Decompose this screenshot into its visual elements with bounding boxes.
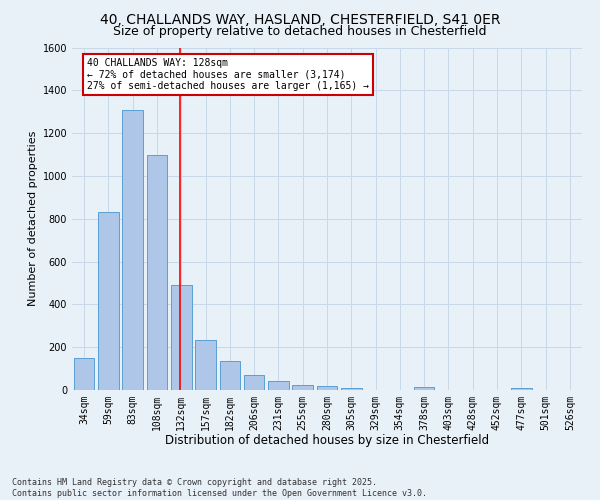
Bar — [146, 154, 167, 390]
Bar — [341, 388, 362, 390]
Bar — [171, 285, 191, 390]
Bar — [414, 387, 434, 390]
Y-axis label: Number of detached properties: Number of detached properties — [28, 131, 38, 306]
Bar — [244, 375, 265, 390]
Bar — [74, 358, 94, 390]
Bar — [220, 361, 240, 390]
Bar — [317, 386, 337, 390]
Text: Contains HM Land Registry data © Crown copyright and database right 2025.
Contai: Contains HM Land Registry data © Crown c… — [12, 478, 427, 498]
Bar — [98, 212, 119, 390]
Text: 40 CHALLANDS WAY: 128sqm
← 72% of detached houses are smaller (3,174)
27% of sem: 40 CHALLANDS WAY: 128sqm ← 72% of detach… — [88, 58, 370, 91]
Bar — [292, 384, 313, 390]
Bar — [268, 382, 289, 390]
Text: Size of property relative to detached houses in Chesterfield: Size of property relative to detached ho… — [113, 25, 487, 38]
Bar — [511, 388, 532, 390]
Text: 40, CHALLANDS WAY, HASLAND, CHESTERFIELD, S41 0ER: 40, CHALLANDS WAY, HASLAND, CHESTERFIELD… — [100, 12, 500, 26]
Bar — [122, 110, 143, 390]
X-axis label: Distribution of detached houses by size in Chesterfield: Distribution of detached houses by size … — [165, 434, 489, 448]
Bar — [195, 340, 216, 390]
